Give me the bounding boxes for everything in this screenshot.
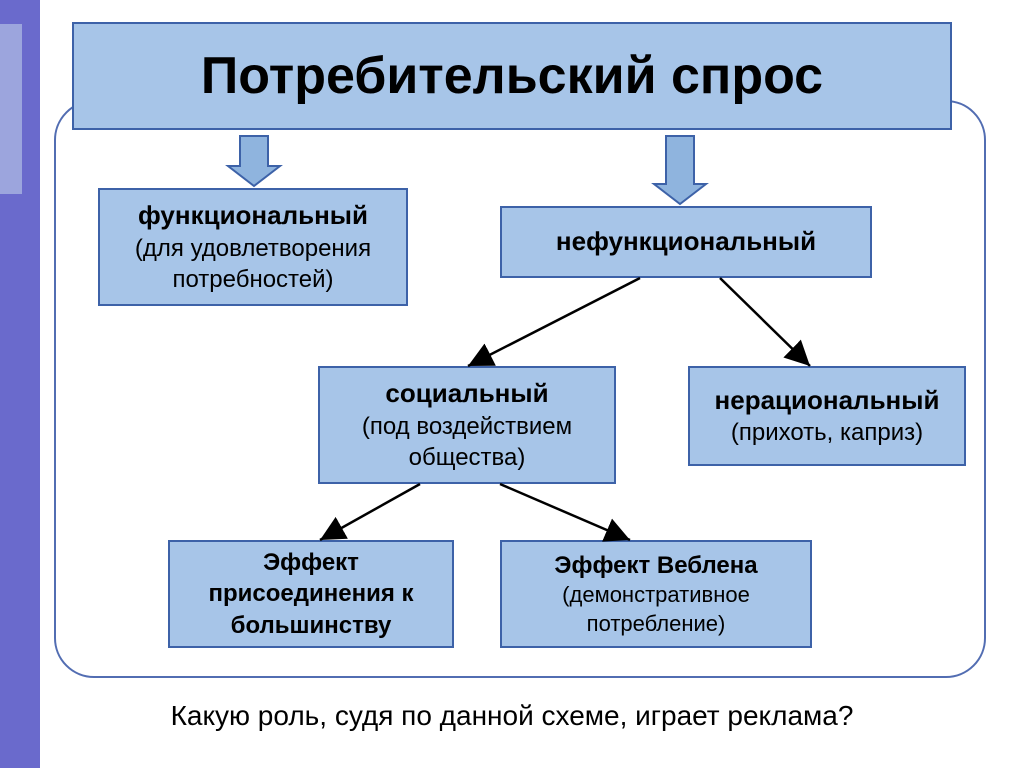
node-veblen: Эффект Веблена (демонстративное потребле… bbox=[500, 540, 812, 648]
left-stripe-inner bbox=[0, 24, 22, 194]
node-label: функциональный bbox=[138, 199, 368, 233]
node-label: Эффект присоединения к большинству bbox=[178, 547, 444, 641]
diagram-title: Потребительский спрос bbox=[72, 22, 952, 130]
node-label: нерациональный bbox=[715, 384, 940, 418]
node-nonfunctional: нефункциональный bbox=[500, 206, 872, 278]
node-irrational: нерациональный (прихоть, каприз) bbox=[688, 366, 966, 466]
node-sub: (под воздействием общества) bbox=[328, 411, 606, 473]
node-sub: (демонстративное потребление) bbox=[510, 581, 802, 638]
node-functional: функциональный (для удовлетворения потре… bbox=[98, 188, 408, 306]
node-label: Эффект Веблена bbox=[554, 550, 757, 581]
node-label: социальный bbox=[385, 377, 548, 411]
node-bandwagon: Эффект присоединения к большинству bbox=[168, 540, 454, 648]
node-sub: (прихоть, каприз) bbox=[731, 417, 923, 448]
title-text: Потребительский спрос bbox=[201, 46, 823, 106]
node-sub: (для удовлетворения потребностей) bbox=[108, 233, 398, 295]
caption: Какую роль, судя по данной схеме, играет… bbox=[0, 700, 1024, 732]
node-label: нефункциональный bbox=[556, 225, 816, 259]
node-social: социальный (под воздействием общества) bbox=[318, 366, 616, 484]
caption-text: Какую роль, судя по данной схеме, играет… bbox=[171, 700, 854, 731]
